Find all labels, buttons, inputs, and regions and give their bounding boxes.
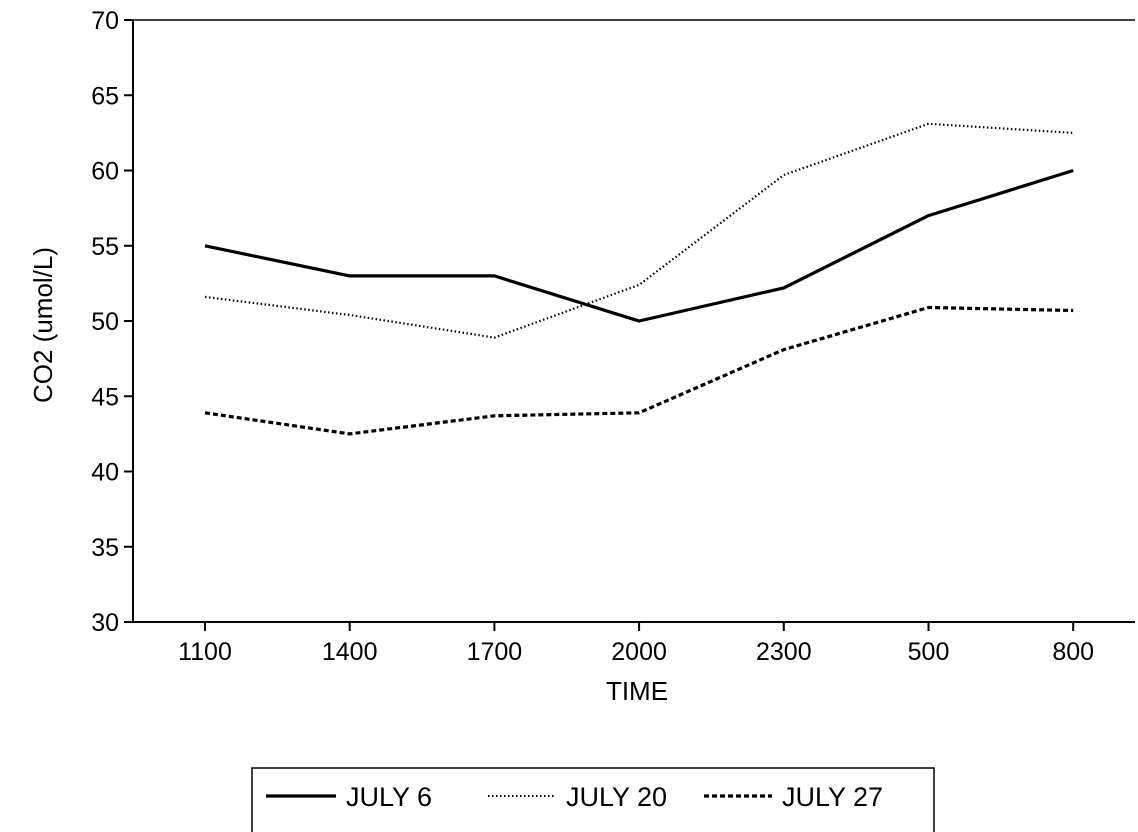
y-tick-label: 30 (91, 609, 119, 637)
legend-label: JULY 20 (566, 782, 667, 812)
x-tick-label: 800 (1052, 638, 1094, 666)
y-tick-label: 35 (91, 534, 119, 562)
x-tick-label: 1100 (178, 638, 232, 666)
y-tick-label: 50 (91, 308, 119, 336)
legend-label: JULY 27 (782, 782, 883, 812)
y-tick-label: 45 (91, 383, 119, 411)
ticks: 30 35 40 45 50 55 60 65 70 1100 1400 1700 2000 2300 50… (91, 7, 1094, 666)
x-tick-label: 2300 (756, 638, 812, 666)
legend: JULY 6 JULY 20 JULY 27 (251, 767, 935, 832)
y-axis-label: CO2 (umol/L) (28, 247, 58, 403)
legend-label: JULY 6 (346, 782, 432, 812)
legend-box (251, 767, 935, 832)
x-tick-label: 1700 (467, 638, 523, 666)
y-tick-label: 65 (91, 82, 119, 110)
y-tick-label: 60 (91, 158, 119, 186)
y-tick-label: 70 (91, 7, 119, 35)
series-line-july-20 (204, 122, 1074, 339)
y-tick-label: 55 (91, 233, 119, 261)
x-axis-label: TIME (606, 676, 668, 706)
x-tick-label: 500 (908, 638, 950, 666)
x-tick-label: 2000 (611, 638, 667, 666)
x-tick-label: 1400 (322, 638, 378, 666)
series-line-july-6 (204, 168, 1074, 323)
y-tick-label: 40 (91, 459, 119, 487)
series-line-july-27 (204, 305, 1074, 436)
series-lines (204, 122, 1074, 436)
